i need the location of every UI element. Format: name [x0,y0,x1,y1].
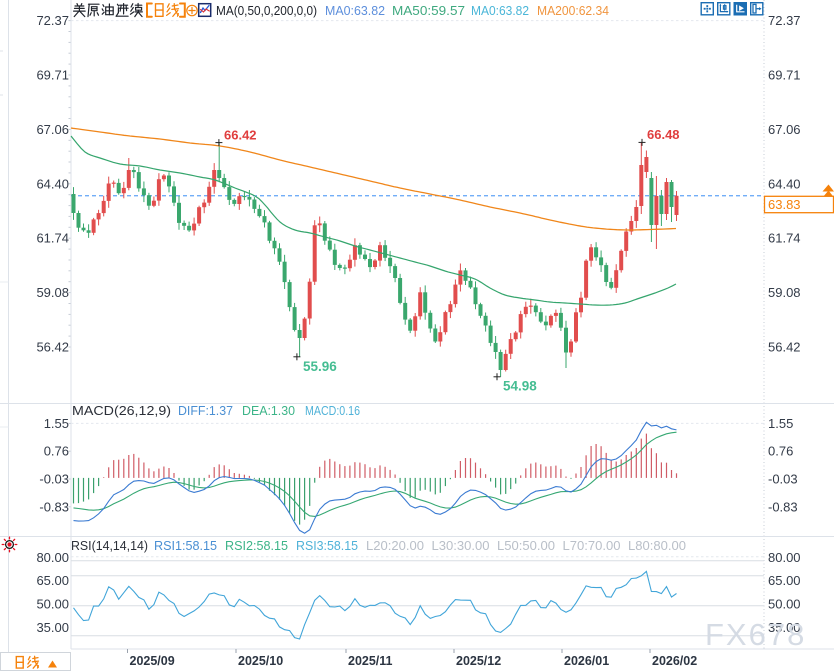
svg-text:L20:20.00: L20:20.00 [366,538,424,553]
svg-text:69.71: 69.71 [36,68,69,83]
svg-text:1.55: 1.55 [768,416,793,431]
svg-text:56.42: 56.42 [768,340,801,355]
svg-text:80.00: 80.00 [36,550,69,565]
svg-text:64.40: 64.40 [768,176,801,191]
svg-text:L80:80.00: L80:80.00 [628,538,686,553]
svg-text:67.06: 67.06 [768,122,801,137]
svg-text:80.00: 80.00 [768,550,801,565]
svg-text:2026/02: 2026/02 [652,654,697,668]
svg-text:MA0:63.82: MA0:63.82 [471,3,529,18]
svg-text:50.00: 50.00 [768,597,801,612]
svg-text:MACD(26,12,9): MACD(26,12,9) [72,403,171,418]
svg-text:59.08: 59.08 [36,285,69,300]
svg-text:-0.83: -0.83 [39,499,69,514]
svg-text:66.42: 66.42 [224,128,257,143]
svg-text:64.40: 64.40 [36,176,69,191]
svg-text:DEA:1.30: DEA:1.30 [242,403,295,418]
svg-text:35.00: 35.00 [768,620,801,635]
svg-text:RSI3:58.15: RSI3:58.15 [296,538,358,553]
svg-text:56.42: 56.42 [36,340,69,355]
svg-text:65.00: 65.00 [36,573,69,588]
svg-text:61.74: 61.74 [36,231,69,246]
svg-text:2025/10: 2025/10 [238,654,283,668]
svg-text:61.74: 61.74 [768,231,801,246]
svg-text:55.96: 55.96 [303,359,337,374]
svg-text:59.08: 59.08 [768,285,801,300]
svg-text:2025/11: 2025/11 [348,654,393,668]
svg-text:MA0:63.82: MA0:63.82 [325,3,385,18]
svg-text:72.37: 72.37 [768,13,801,28]
svg-text:2026/01: 2026/01 [564,654,609,668]
svg-text:L30:30.00: L30:30.00 [432,538,490,553]
svg-text:69.71: 69.71 [768,68,801,83]
svg-text:L70:70.00: L70:70.00 [563,538,621,553]
svg-text:66.48: 66.48 [647,127,680,142]
svg-text:RSI2:58.15: RSI2:58.15 [225,538,288,553]
svg-text:-0.03: -0.03 [39,472,69,487]
svg-text:DIFF:1.37: DIFF:1.37 [178,403,233,418]
svg-text:RSI(14,14,14): RSI(14,14,14) [71,538,148,553]
svg-text:MA(0,50,0,200,0,0): MA(0,50,0,200,0,0) [216,3,317,18]
svg-text:1.55: 1.55 [44,416,69,431]
svg-text:L50:50.00: L50:50.00 [497,538,555,553]
svg-text:MA50:59.57: MA50:59.57 [392,3,465,18]
svg-text:-0.83: -0.83 [768,499,798,514]
svg-text:2025/09: 2025/09 [130,654,175,668]
svg-text:0.76: 0.76 [44,444,69,459]
svg-text:RSI1:58.15: RSI1:58.15 [154,538,217,553]
svg-text:FX678: FX678 [705,617,806,652]
svg-text:2025/12: 2025/12 [456,654,501,668]
svg-text:72.37: 72.37 [36,13,69,28]
svg-text:54.98: 54.98 [503,379,537,394]
svg-text:35.00: 35.00 [36,620,69,635]
svg-text:MACD:0.16: MACD:0.16 [305,403,360,418]
svg-text:MA200:62.34: MA200:62.34 [537,3,609,18]
svg-text:-0.03: -0.03 [768,472,798,487]
svg-text:65.00: 65.00 [768,573,801,588]
svg-text:50.00: 50.00 [36,597,69,612]
svg-text:63.83: 63.83 [768,197,801,212]
svg-text:67.06: 67.06 [36,122,69,137]
svg-text:0.76: 0.76 [768,444,793,459]
